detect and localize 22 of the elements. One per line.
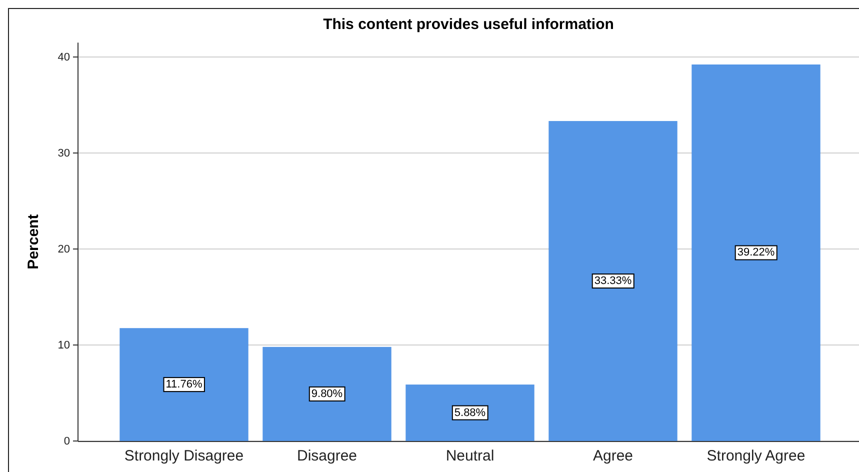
y-tick-label: 40 (58, 52, 70, 64)
chart-title: This content provides useful information (323, 16, 614, 33)
data-label: 5.88% (454, 406, 486, 419)
x-tick-label: Disagree (296, 448, 358, 464)
x-tick-label: Agree (592, 448, 634, 464)
y-tick-label: 0 (64, 436, 70, 448)
y-tick-label: 30 (58, 148, 70, 160)
bar (406, 384, 534, 441)
bar (120, 328, 248, 441)
x-tick-label: Neutral (446, 448, 494, 464)
x-tick-label: Strongly Disagree (124, 448, 244, 464)
data-label: 9.80% (311, 388, 343, 400)
y-tick-label: 20 (58, 244, 70, 256)
data-label: 33.33% (594, 275, 632, 288)
bar (262, 346, 392, 441)
bar (548, 121, 678, 441)
x-tick-label: Strongly Agree (706, 448, 806, 464)
bar (692, 64, 820, 441)
data-label: 39.22% (737, 246, 775, 259)
y-axis-title: Percent (25, 214, 42, 270)
y-tick-label: 10 (58, 340, 70, 352)
data-label: 11.76% (166, 378, 202, 391)
